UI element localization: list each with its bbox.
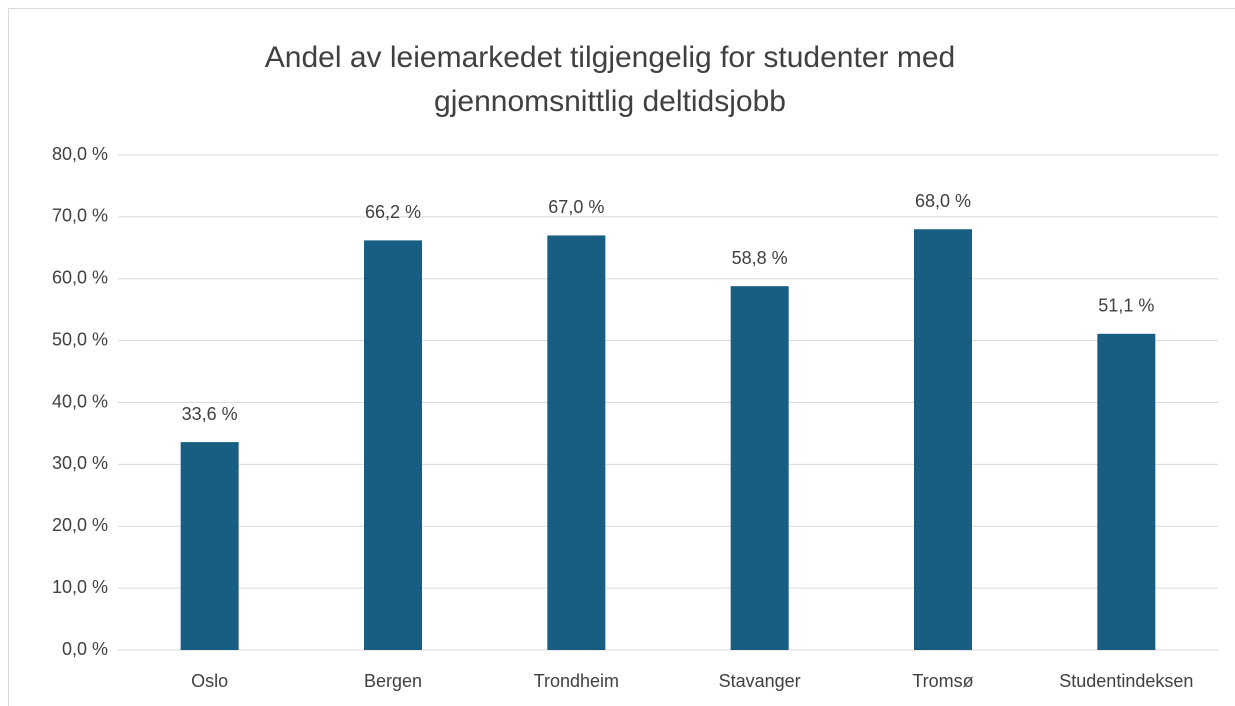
x-tick-label: Bergen — [364, 671, 422, 691]
value-label: 68,0 % — [915, 191, 971, 211]
bar — [1097, 333, 1156, 650]
x-tick-label: Studentindeksen — [1059, 671, 1193, 691]
y-tick-label: 80,0 % — [52, 144, 108, 164]
x-tick-label: Tromsø — [912, 671, 973, 691]
value-label: 67,0 % — [548, 197, 604, 217]
value-label: 66,2 % — [365, 202, 421, 222]
bar — [364, 240, 422, 650]
y-tick-label: 10,0 % — [52, 577, 108, 597]
value-label: 51,1 % — [1098, 296, 1154, 316]
bar — [180, 442, 239, 650]
bar — [547, 235, 606, 650]
y-tick-label: 30,0 % — [52, 453, 108, 473]
x-tick-label: Trondheim — [534, 671, 619, 691]
y-tick-label: 40,0 % — [52, 391, 108, 411]
bar — [914, 229, 972, 650]
chart-title: Andel av leiemarkedet tilgjengelig for s… — [264, 41, 956, 118]
y-tick-label: 70,0 % — [52, 206, 108, 226]
x-tick-label: Oslo — [191, 671, 228, 691]
bar — [730, 286, 789, 650]
value-label: 58,8 % — [732, 248, 788, 268]
y-tick-label: 20,0 % — [52, 515, 108, 535]
chart-frame — [8, 8, 1235, 706]
y-tick-label: 60,0 % — [52, 268, 108, 288]
x-tick-label: Stavanger — [719, 671, 801, 691]
y-tick-label: 0,0 % — [62, 639, 108, 659]
value-label: 33,6 % — [182, 404, 238, 424]
y-tick-label: 50,0 % — [52, 329, 108, 349]
